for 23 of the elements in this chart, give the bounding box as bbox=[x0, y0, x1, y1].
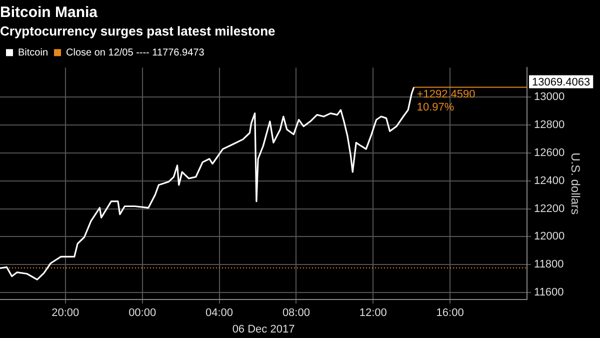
x-tick-label: 20:00 bbox=[52, 307, 80, 320]
y-tick-label: 12400 bbox=[534, 174, 565, 187]
annotation: +1292.4590 bbox=[416, 88, 476, 100]
legend-label: Close on 12/05 ---- 11776.9473 bbox=[66, 47, 205, 58]
y-tick-label: 13000 bbox=[534, 90, 565, 103]
x-axis-title: 06 Dec 2017 bbox=[232, 323, 295, 336]
legend-label: Bitcoin bbox=[18, 47, 48, 58]
x-tick-label: 12:00 bbox=[359, 307, 387, 320]
y-axis-title: U.S. dollars bbox=[568, 152, 582, 215]
x-tick-label: 04:00 bbox=[206, 307, 234, 320]
y-tick-label: 12200 bbox=[534, 202, 565, 215]
y-tick-label: 12800 bbox=[534, 118, 565, 131]
x-tick-label: 00:00 bbox=[128, 307, 156, 320]
chart-title: Bitcoin Mania bbox=[0, 4, 98, 22]
y-tick-label: 12000 bbox=[534, 230, 565, 243]
y-tick-label: 12600 bbox=[534, 146, 565, 159]
x-tick-label: 08:00 bbox=[282, 307, 310, 320]
y-tick-label: 11800 bbox=[534, 258, 564, 271]
chart-subtitle: Cryptocurrency surges past latest milestone bbox=[0, 23, 276, 38]
x-tick-label: 16:00 bbox=[436, 307, 464, 320]
annotation: 10.97% bbox=[416, 101, 454, 114]
ref-line-label: 13069.4063 bbox=[532, 76, 590, 88]
y-tick-label: 11600 bbox=[534, 286, 564, 299]
